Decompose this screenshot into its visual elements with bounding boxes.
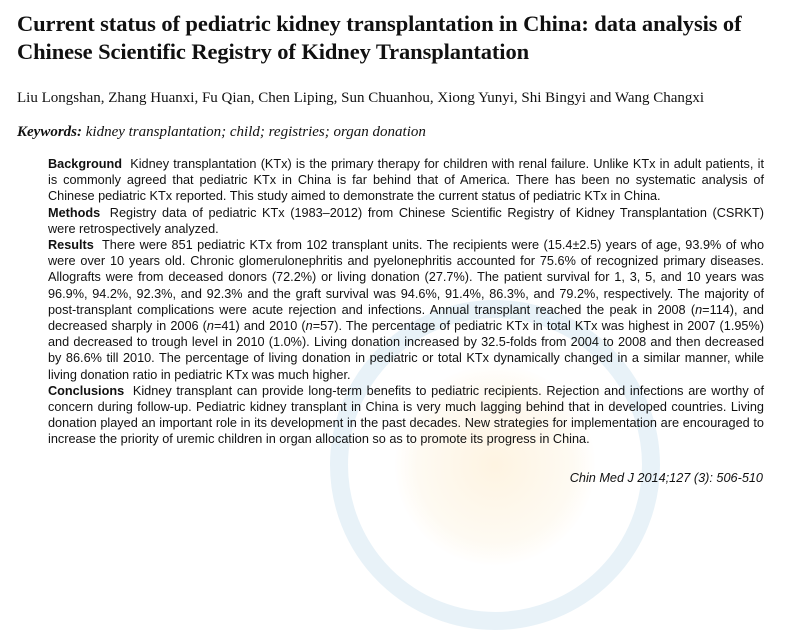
paper-page: Current status of pediatric kidney trans… <box>17 11 777 485</box>
author-list: Liu Longshan, Zhang Huanxi, Fu Qian, Che… <box>17 90 705 106</box>
keywords-text: kidney transplantation; child; registrie… <box>85 124 426 140</box>
results-text-3: =41) and 2010 ( <box>213 319 306 334</box>
results-n-3: n <box>305 319 313 334</box>
abstract-methods: Methods Registry data of pediatric KTx (… <box>48 205 764 237</box>
methods-text: Registry data of pediatric KTx (1983–201… <box>48 205 764 236</box>
paper-title: Current status of pediatric kidney trans… <box>17 11 742 64</box>
abstract-results: Results There were 851 pediatric KTx fro… <box>48 237 764 383</box>
abstract: Background Kidney transplantation (KTx) … <box>48 156 764 448</box>
keywords-label: Keywords: <box>17 124 82 140</box>
background-label: Background <box>48 157 123 171</box>
results-text-1: There were 851 pediatric KTx from 102 tr… <box>48 238 764 317</box>
results-text-4: =57). The percentage of pediatric KTx in… <box>48 319 764 382</box>
abstract-conclusions: Conclusions Kidney transplant can provid… <box>48 383 764 448</box>
conclusions-label: Conclusions <box>48 383 125 398</box>
journal-citation: Chin Med J 2014;127 (3): 506-510 <box>569 471 763 485</box>
background-text: Kidney transplantation (KTx) is the prim… <box>48 157 764 204</box>
results-n-2: n <box>206 319 214 334</box>
results-text-2: =114), and decreased sharply in 2006 ( <box>48 302 764 334</box>
methods-label: Methods <box>48 205 101 220</box>
abstract-background: Background Kidney transplantation (KTx) … <box>48 156 764 205</box>
keywords: Keywords: kidney transplantation; child;… <box>17 123 777 141</box>
results-label: Results <box>48 238 94 253</box>
conclusions-text: Kidney transplant can provide long-term … <box>48 383 764 447</box>
results-n-1: n <box>695 302 703 317</box>
